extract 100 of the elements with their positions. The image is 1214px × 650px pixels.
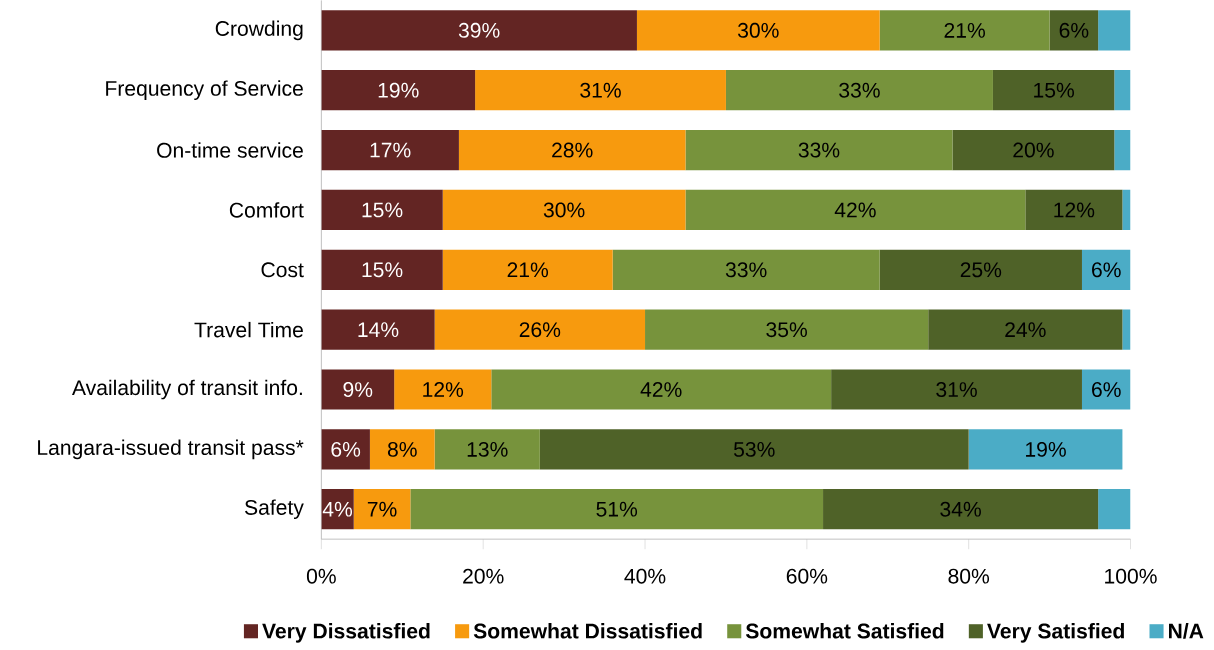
- legend-label: Very Dissatisfied: [262, 623, 430, 643]
- data-label: 30%: [543, 202, 585, 218]
- bar: [879, 10, 1050, 51]
- y-tick-label: Cost: [261, 262, 304, 278]
- y-tick-label: Comfort: [229, 202, 304, 218]
- data-label: 15%: [362, 202, 403, 218]
- bar: [823, 489, 1099, 530]
- data-label: 8%: [387, 442, 417, 458]
- data-label: 31%: [580, 82, 621, 98]
- bar: [1098, 489, 1131, 530]
- bar: [410, 489, 824, 530]
- data-label: 42%: [640, 382, 682, 398]
- bar: [636, 10, 880, 51]
- data-label: 33%: [798, 142, 840, 158]
- data-label: 21%: [507, 262, 549, 278]
- data-label: 6%: [1092, 382, 1121, 398]
- bar: [685, 130, 953, 171]
- data-label: 53%: [733, 442, 775, 458]
- data-label: 20%: [1013, 142, 1054, 158]
- bar: [321, 70, 476, 111]
- data-label: 39%: [458, 23, 500, 39]
- data-label: 6%: [331, 442, 361, 458]
- data-label: 15%: [1034, 83, 1074, 98]
- x-tick-label: 60%: [786, 568, 828, 584]
- legend-label: N/A: [1169, 623, 1204, 639]
- bar: [321, 309, 435, 350]
- bar: [321, 429, 370, 470]
- data-label: 6%: [1059, 23, 1089, 39]
- data-label: 35%: [766, 322, 807, 338]
- y-tick-label: Safety: [244, 499, 304, 520]
- bar: [952, 130, 1115, 171]
- bar: [394, 369, 492, 410]
- bar: [321, 249, 443, 291]
- bar: [685, 190, 1026, 231]
- legend-label: Somewhat Dissatisfied: [473, 623, 702, 639]
- data-label: 9%: [343, 382, 373, 398]
- bar: [831, 369, 1082, 410]
- bar: [369, 429, 435, 470]
- bar: [1081, 369, 1131, 410]
- bar: [1114, 70, 1131, 111]
- data-label: 19%: [1026, 442, 1066, 458]
- bar: [1098, 10, 1131, 51]
- bar: [612, 249, 880, 291]
- bar: [442, 190, 686, 231]
- data-label: 14%: [358, 322, 399, 338]
- bar: [321, 190, 443, 231]
- bar: [321, 369, 395, 410]
- bar: [491, 369, 832, 410]
- bar: [434, 429, 540, 470]
- bar: [645, 309, 929, 350]
- bar: [992, 70, 1115, 111]
- data-label: 33%: [725, 262, 767, 278]
- data-label: 7%: [367, 502, 397, 517]
- data-label: 12%: [1054, 202, 1095, 218]
- y-tick-label: Availability of transit info.: [72, 379, 302, 400]
- data-label: 17%: [370, 142, 411, 158]
- data-label: 26%: [519, 322, 561, 338]
- bar: [1122, 190, 1131, 231]
- y-tick-label: Crowding: [215, 20, 303, 41]
- bar: [353, 489, 411, 530]
- data-label: 21%: [944, 23, 985, 38]
- data-label: 33%: [839, 82, 880, 98]
- data-label: 31%: [936, 382, 977, 398]
- y-tick-label: Frequency of Service: [106, 80, 303, 101]
- bar: [321, 130, 459, 171]
- x-tick-label: 40%: [624, 568, 666, 584]
- bar: [879, 249, 1082, 291]
- x-tick-label: 100%: [1105, 568, 1157, 584]
- bar: [539, 429, 969, 470]
- bar: [434, 309, 646, 350]
- data-label: 4%: [322, 502, 353, 517]
- data-label: 34%: [940, 502, 981, 517]
- y-tick-label: On-time service: [157, 142, 303, 159]
- data-label: 15%: [362, 262, 403, 278]
- y-tick-label: Travel Time: [194, 322, 303, 338]
- bar: [1122, 309, 1131, 350]
- data-label: 51%: [596, 502, 638, 517]
- bar: [1049, 10, 1099, 51]
- data-label: 19%: [378, 82, 419, 98]
- bar: [1025, 190, 1123, 231]
- bar: [725, 70, 993, 111]
- data-label: 12%: [423, 382, 464, 398]
- bar: [968, 429, 1123, 470]
- bar: [1114, 130, 1131, 171]
- x-tick-label: 80%: [948, 568, 990, 584]
- data-label: 6%: [1092, 262, 1121, 278]
- data-label: 13%: [467, 442, 508, 458]
- bar: [928, 309, 1123, 350]
- bar: [442, 249, 613, 291]
- x-tick-label: 0%: [306, 568, 336, 584]
- data-label: 42%: [834, 202, 876, 218]
- x-tick-label: 20%: [463, 568, 504, 584]
- y-tick-label: Langara-issued transit pass*: [38, 439, 304, 460]
- data-label: 24%: [1005, 322, 1046, 338]
- bar: [475, 70, 726, 111]
- data-label: 28%: [552, 142, 593, 158]
- data-label: 25%: [960, 262, 1002, 278]
- bar: [321, 10, 637, 51]
- legend-label: Very Satisfied: [987, 623, 1124, 643]
- bar: [458, 130, 686, 171]
